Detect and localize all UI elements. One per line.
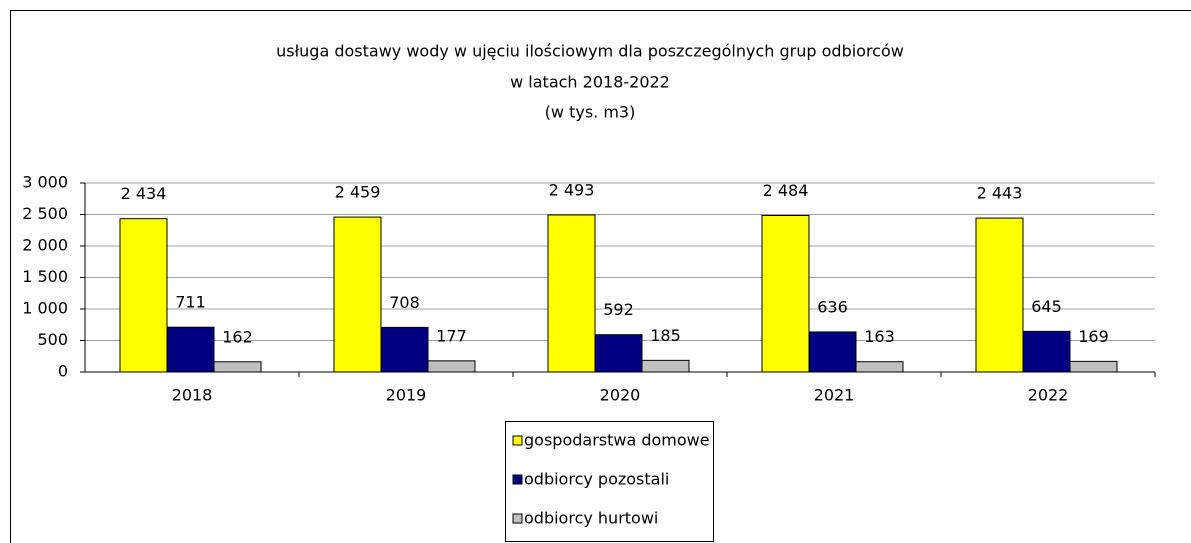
bar <box>547 214 596 373</box>
bar <box>594 334 643 373</box>
data-label: 162 <box>222 327 253 346</box>
data-label: 2 493 <box>549 180 595 199</box>
legend-label: odbiorcy hurtowi <box>524 509 658 528</box>
data-label: 169 <box>1078 327 1109 346</box>
data-label: 2 434 <box>121 184 167 203</box>
x-tick-label: 2018 <box>172 386 213 405</box>
y-tick-label: 1 000 <box>22 299 68 318</box>
bar <box>855 361 904 373</box>
bar <box>641 359 690 373</box>
data-label: 177 <box>436 326 467 345</box>
bar <box>380 326 429 373</box>
x-tick-label: 2021 <box>814 386 855 405</box>
chart-title: w latach 2018-2022 <box>510 73 670 92</box>
data-label: 708 <box>389 293 420 312</box>
data-label: 185 <box>650 326 681 345</box>
y-tick-label: 2 500 <box>22 204 68 223</box>
y-tick-label: 500 <box>37 330 68 349</box>
bar <box>333 216 382 373</box>
legend-swatch <box>512 513 523 524</box>
bar <box>761 215 810 373</box>
x-tick-label: 2020 <box>600 386 641 405</box>
bar <box>166 326 215 373</box>
y-tick-label: 1 500 <box>22 267 68 286</box>
bar <box>975 217 1024 373</box>
data-label: 2 459 <box>335 183 381 202</box>
data-label: 163 <box>864 327 895 346</box>
data-label: 711 <box>175 293 206 312</box>
x-tick-label: 2019 <box>386 386 427 405</box>
y-tick-label: 0 <box>58 362 68 381</box>
bar <box>427 360 476 373</box>
y-tick-label: 2 000 <box>22 236 68 255</box>
legend-box <box>505 421 714 542</box>
x-tick-label: 2022 <box>1028 386 1069 405</box>
data-label: 636 <box>817 297 848 316</box>
legend-label: gospodarstwa domowe <box>524 431 710 450</box>
bar <box>119 218 168 373</box>
chart-title: (w tys. m3) <box>545 103 636 122</box>
data-label: 592 <box>603 300 634 319</box>
legend-swatch <box>512 474 523 485</box>
legend-swatch <box>512 435 523 446</box>
bar <box>213 361 262 373</box>
bar <box>1069 360 1118 373</box>
data-label: 2 443 <box>977 184 1023 203</box>
chart-title: usługa dostawy wody w ujęciu ilościowym … <box>276 42 904 61</box>
bar <box>808 331 857 373</box>
data-label: 645 <box>1031 297 1062 316</box>
data-label: 2 484 <box>763 181 809 200</box>
bar <box>1022 330 1071 373</box>
y-tick-label: 3 000 <box>22 173 68 192</box>
legend-label: odbiorcy pozostali <box>524 470 669 489</box>
